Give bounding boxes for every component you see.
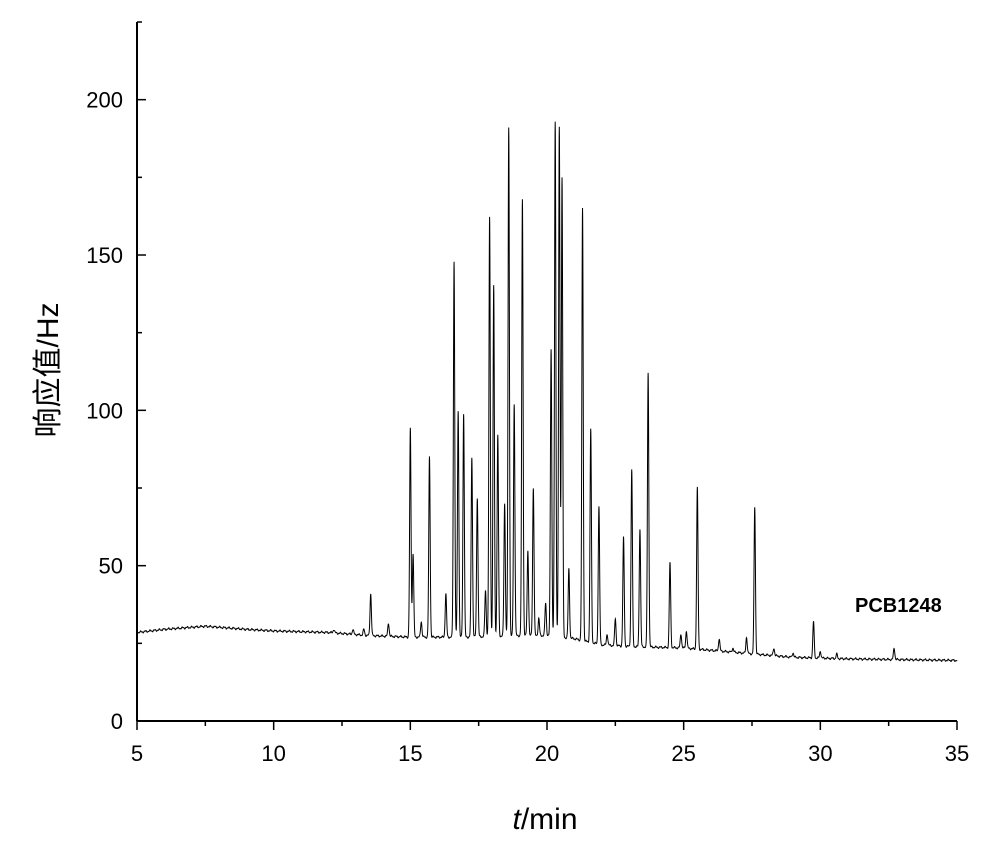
x-axis-title-unit: /min — [521, 803, 578, 836]
x-tick-label: 15 — [398, 741, 422, 766]
y-tick-label: 150 — [86, 243, 123, 268]
y-tick-label: 0 — [111, 709, 123, 734]
y-tick-label: 100 — [86, 398, 123, 423]
y-axis-title: 响应值/Hz — [32, 303, 65, 438]
x-tick-label: 30 — [808, 741, 832, 766]
x-tick-label: 20 — [535, 741, 559, 766]
chromatogram-trace — [136, 121, 958, 663]
x-tick-label: 35 — [945, 741, 969, 766]
plot-area — [136, 121, 958, 663]
x-axis-title-italic: t — [512, 803, 522, 836]
axes: 5 10 15 20 25 30 35 0 50 100 150 200 — [86, 21, 969, 766]
sample-label: PCB1248 — [855, 595, 942, 617]
x-tick-label: 10 — [261, 741, 285, 766]
y-tick-label: 50 — [99, 554, 123, 579]
x-axis-title: t/min — [512, 803, 577, 836]
x-tick-label: 25 — [671, 741, 695, 766]
y-tick-label: 200 — [86, 88, 123, 113]
x-tick-label: 5 — [131, 741, 143, 766]
